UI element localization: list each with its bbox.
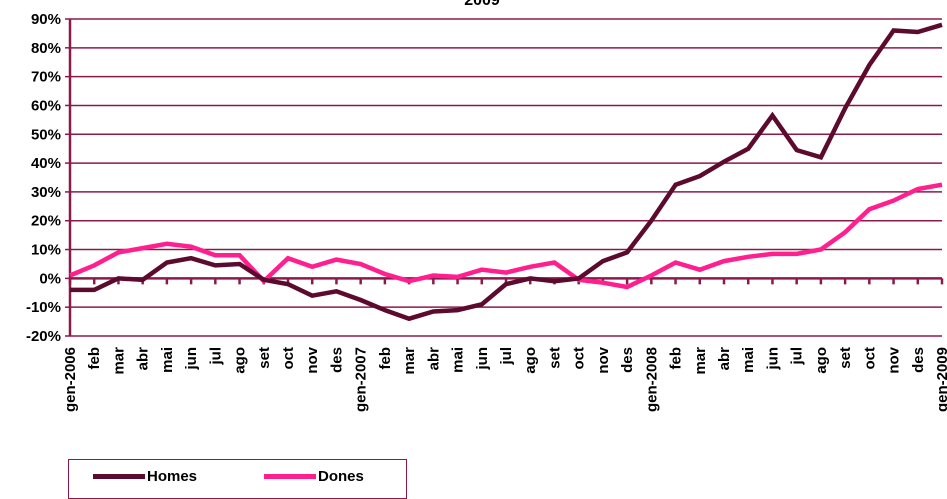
- legend-swatch-homes: [93, 473, 145, 479]
- x-tick-label: gen-2007: [353, 347, 370, 412]
- x-tick-label: mai: [159, 347, 176, 373]
- x-tick-label: jul: [207, 347, 224, 366]
- series-line-homes: [70, 22, 943, 322]
- chart-title: 2009: [464, 0, 500, 9]
- y-tick-label: 20%: [31, 213, 61, 230]
- y-tick-label: -10%: [26, 299, 61, 316]
- x-tick-label: jun: [764, 347, 781, 371]
- x-tick-label: mai: [450, 347, 467, 373]
- x-tick-label: abr: [425, 347, 442, 371]
- y-tick-label: 40%: [31, 155, 61, 172]
- x-tick-label: feb: [377, 347, 394, 370]
- y-tick-label: 70%: [31, 69, 61, 86]
- y-tick-label: 90%: [31, 11, 61, 28]
- x-tick-label: set: [546, 347, 563, 369]
- x-tick-label: mar: [110, 347, 127, 375]
- x-tick-label: jun: [474, 347, 491, 371]
- x-tick-label: ago: [522, 347, 539, 374]
- series-lines: [69, 22, 943, 322]
- x-tick-label: gen-2009: [934, 347, 947, 412]
- legend-item-dones: Dones: [264, 466, 364, 486]
- x-tick-label: jun: [183, 347, 200, 371]
- x-tick-label: set: [256, 347, 273, 369]
- x-tick-label: jul: [498, 347, 515, 366]
- x-tick-label: gen-2006: [62, 347, 79, 412]
- x-tick-label: feb: [86, 347, 103, 370]
- x-tick-label: abr: [716, 347, 733, 371]
- legend: Homes Dones: [68, 459, 407, 499]
- x-tick-label: jul: [789, 347, 806, 366]
- y-tick-label: 0%: [39, 270, 61, 287]
- y-tick-label: 50%: [31, 126, 61, 143]
- x-tick-label: oct: [861, 347, 878, 370]
- x-tick-label: nov: [595, 346, 612, 373]
- x-tick-label: feb: [668, 347, 685, 370]
- line-chart: 2009 90% 80% 70% 60% 50% 40% 30% 20% 10% 0% -10% -2…: [26, 0, 947, 412]
- legend-label-homes: Homes: [147, 467, 198, 485]
- x-tick-label: oct: [280, 347, 297, 370]
- x-tick-label: oct: [571, 347, 588, 370]
- x-tick-label: ago: [813, 347, 830, 374]
- x-tick-label: set: [837, 347, 854, 369]
- y-tick-label: 80%: [31, 40, 61, 57]
- y-tick-label: 10%: [31, 242, 61, 259]
- y-tick-label: 60%: [31, 97, 61, 114]
- legend-item-homes: Homes: [93, 466, 197, 486]
- x-axis: gen-2006 feb mar abr mai jun jul ago set oct nov de…: [62, 277, 947, 412]
- x-tick-label: des: [910, 347, 927, 373]
- x-tick-label: des: [619, 347, 636, 373]
- series-line-dones: [69, 182, 943, 290]
- x-tick-label: gen-2008: [643, 347, 660, 412]
- x-tick-label: nov: [886, 346, 903, 373]
- legend-swatch-dones: [264, 473, 316, 479]
- x-tick-label: des: [328, 347, 345, 373]
- x-tick-label: nov: [304, 346, 321, 373]
- y-axis: 90% 80% 70% 60% 50% 40% 30% 20% 10% 0% -10% -20%: [26, 11, 72, 345]
- x-tick-label: ago: [232, 347, 249, 374]
- y-tick-label: 30%: [31, 184, 61, 201]
- x-tick-label: mar: [692, 347, 709, 375]
- x-tick-label: abr: [135, 347, 152, 371]
- x-tick-label: mai: [740, 347, 757, 373]
- legend-label-dones: Dones: [318, 467, 364, 485]
- x-tick-label: mar: [401, 347, 418, 375]
- y-tick-label: -20%: [26, 328, 61, 345]
- gridlines: [70, 18, 942, 337]
